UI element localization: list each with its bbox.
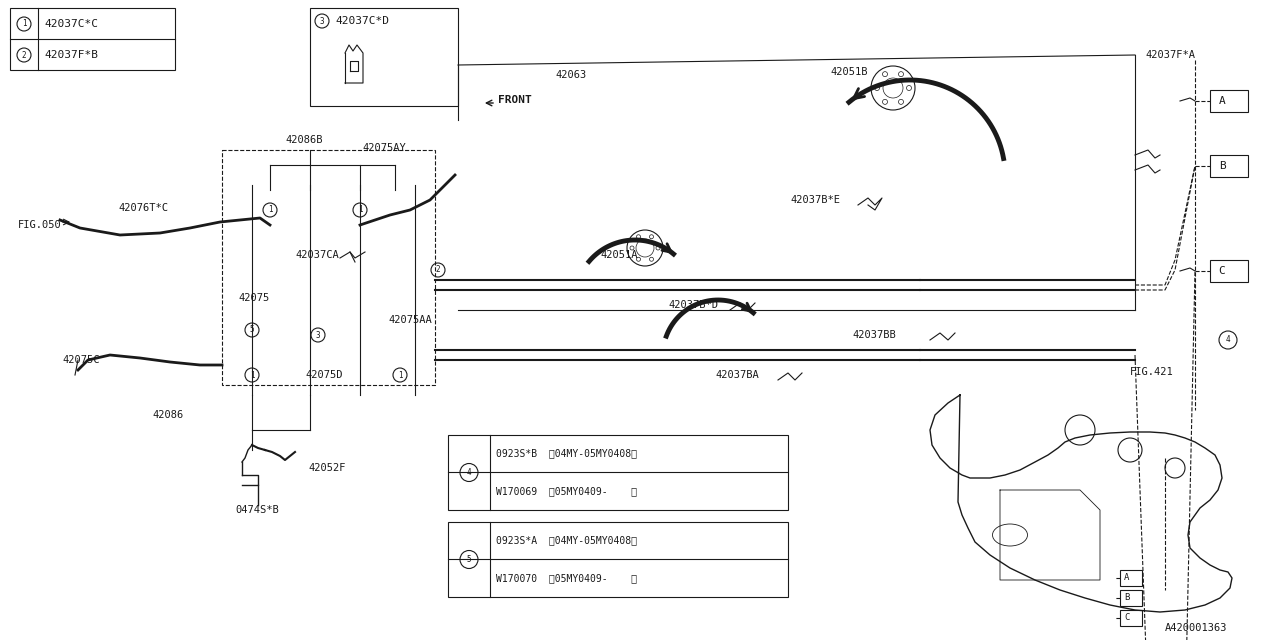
Text: 1: 1	[250, 371, 255, 380]
Text: 42075C: 42075C	[61, 355, 100, 365]
Text: FRONT: FRONT	[498, 95, 531, 105]
Text: 2: 2	[22, 51, 27, 60]
Text: 1: 1	[22, 19, 27, 29]
Bar	[448, 435, 788, 510]
Text: 42076T*C: 42076T*C	[118, 203, 168, 213]
Text: 42063: 42063	[556, 70, 586, 80]
Text: A: A	[1124, 573, 1130, 582]
Text: 0923S*A  〄04MY-05MY0408々: 0923S*A 〄04MY-05MY0408々	[497, 535, 637, 545]
Bar	[310, 8, 458, 106]
Text: 1: 1	[398, 371, 402, 380]
Bar	[10, 8, 175, 70]
Text: 42037CA: 42037CA	[294, 250, 339, 260]
Bar	[1210, 260, 1248, 282]
Text: 42075: 42075	[238, 293, 269, 303]
Text: 3: 3	[316, 330, 320, 339]
Bar	[1210, 155, 1248, 177]
Text: 42037BB: 42037BB	[852, 330, 896, 340]
Text: 42037B*D: 42037B*D	[668, 300, 718, 310]
Bar	[1120, 570, 1142, 586]
Text: A420001363: A420001363	[1165, 623, 1228, 633]
Text: 0923S*B  〄04MY-05MY0408々: 0923S*B 〄04MY-05MY0408々	[497, 448, 637, 458]
Text: 5: 5	[467, 555, 471, 564]
Text: W170070  〄05MY0409-    々: W170070 〄05MY0409- 々	[497, 573, 637, 583]
Text: 42086: 42086	[152, 410, 183, 420]
Text: 42075AY: 42075AY	[362, 143, 406, 153]
Bar	[221, 150, 435, 385]
Bar	[1120, 610, 1142, 626]
Text: 42037C*C: 42037C*C	[44, 19, 99, 29]
Text: 0474S*B: 0474S*B	[236, 505, 279, 515]
Text: 42037BA: 42037BA	[716, 370, 759, 380]
Text: 1: 1	[357, 205, 362, 214]
Text: 4: 4	[467, 468, 471, 477]
Text: 42051B: 42051B	[829, 67, 868, 77]
Text: 42037B*E: 42037B*E	[790, 195, 840, 205]
Text: 2: 2	[435, 266, 440, 275]
Text: C: C	[1219, 266, 1225, 276]
Text: B: B	[1219, 161, 1225, 171]
Text: 42075D: 42075D	[305, 370, 343, 380]
Text: 3: 3	[320, 17, 324, 26]
Bar	[1210, 90, 1248, 112]
Text: C: C	[1124, 614, 1130, 623]
Text: 42086B: 42086B	[285, 135, 323, 145]
Text: 42052F: 42052F	[308, 463, 346, 473]
Text: B: B	[1124, 593, 1130, 602]
Text: 1: 1	[268, 205, 273, 214]
Text: W170069  〄05MY0409-    々: W170069 〄05MY0409- 々	[497, 486, 637, 496]
Text: 42037F*B: 42037F*B	[44, 50, 99, 60]
Text: 4: 4	[1226, 335, 1230, 344]
Text: FIG.421: FIG.421	[1130, 367, 1174, 377]
Text: 42037F*A: 42037F*A	[1146, 50, 1196, 60]
Text: FIG.050: FIG.050	[18, 220, 61, 230]
Text: 42037C*D: 42037C*D	[335, 16, 389, 26]
Text: 42051A: 42051A	[600, 250, 637, 260]
Bar	[448, 522, 788, 597]
Text: 42075AA: 42075AA	[388, 315, 431, 325]
Text: A: A	[1219, 96, 1225, 106]
Bar	[1120, 590, 1142, 606]
Text: 5: 5	[250, 326, 255, 335]
